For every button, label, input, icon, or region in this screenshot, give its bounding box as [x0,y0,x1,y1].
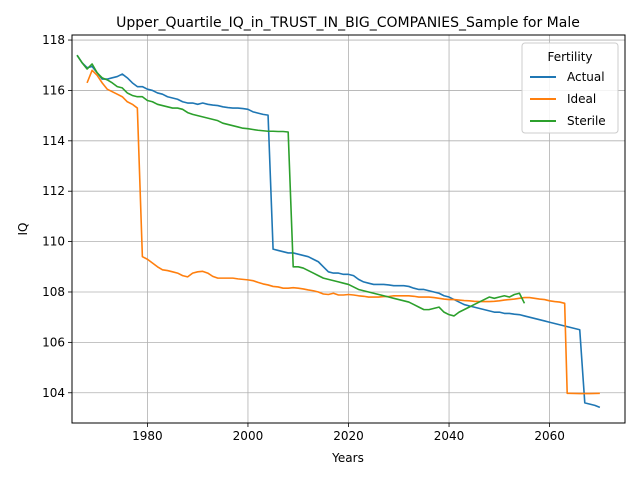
legend-box [521,42,619,134]
legend: Fertility Actual Ideal Sterile [521,42,619,134]
series-layer [76,54,601,409]
y-tick-label: 112 [42,184,65,198]
legend-label-actual: Actual [567,70,605,84]
y-tick-label: 110 [42,235,65,249]
y-axis-label: IQ [16,223,30,236]
legend-title: Fertility [547,50,592,64]
x-tick-label: 1980 [132,429,163,443]
y-tick-label: 114 [42,134,65,148]
x-tick-label: 2020 [333,429,364,443]
series-line-ideal [86,69,600,395]
legend-label-sterile: Sterile [567,114,606,128]
series-line-sterile [76,54,526,317]
y-tick-label: 106 [42,335,65,349]
y-tick-label: 116 [42,83,65,97]
x-tick-label: 2060 [534,429,565,443]
series-line-actual [76,54,601,409]
grid [72,35,625,423]
y-tick-label: 118 [42,33,65,47]
x-axis-label: Years [331,451,364,465]
x-tick-label: 2040 [434,429,465,443]
ticks: 1980 2000 2020 2040 2060 104 106 108 110 112 114 11… [42,33,565,443]
legend-label-ideal: Ideal [567,92,596,106]
y-tick-label: 108 [42,285,65,299]
chart-title: Upper_Quartile_IQ_in_TRUST_IN_BIG_COMPAN… [116,15,580,31]
y-tick-label: 104 [42,386,65,400]
x-tick-label: 2000 [233,429,264,443]
